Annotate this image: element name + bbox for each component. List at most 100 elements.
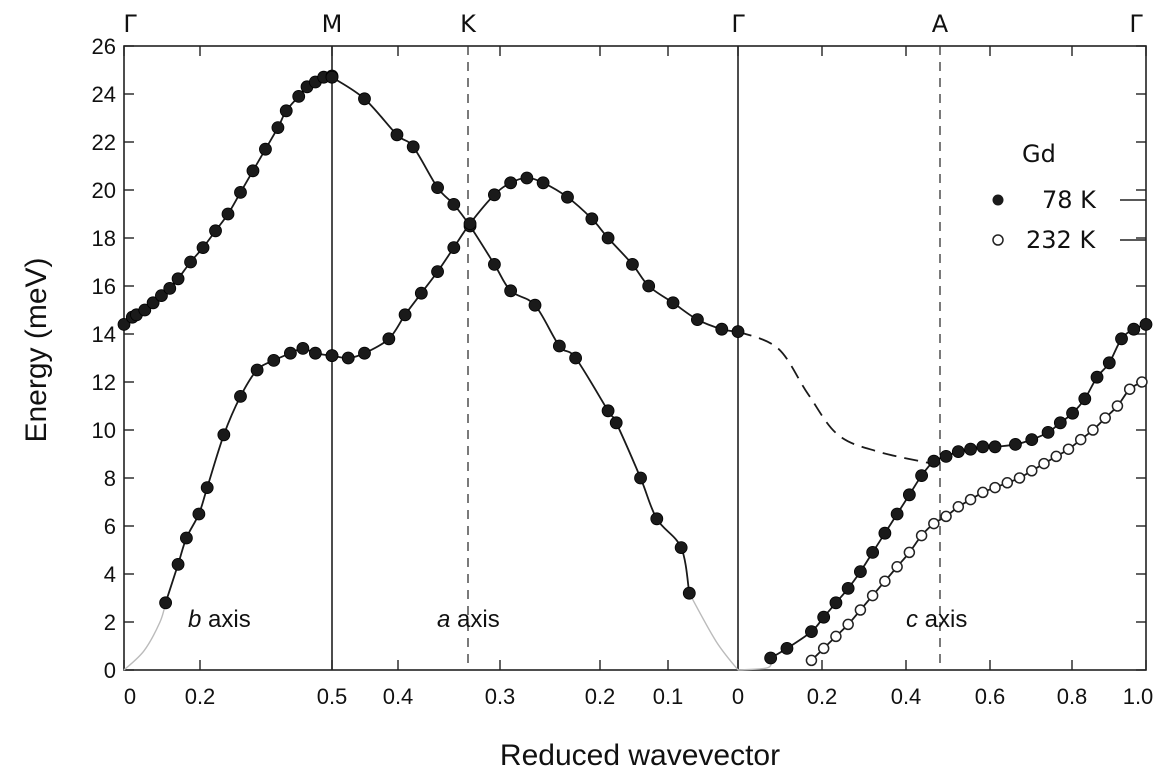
data-point-78k bbox=[159, 596, 173, 610]
fit-curve bbox=[810, 381, 1143, 662]
annotation-b-text: axis bbox=[201, 606, 250, 633]
data-point-78k bbox=[487, 188, 501, 202]
annotation-b-axis: b axis bbox=[188, 606, 251, 633]
data-point-232k bbox=[817, 642, 830, 655]
data-point-78k bbox=[296, 341, 310, 355]
data-point-78k bbox=[715, 322, 729, 336]
data-point-232k bbox=[830, 630, 842, 643]
symmetry-point-label: Γ bbox=[731, 10, 745, 38]
data-point-78k bbox=[1115, 332, 1128, 346]
data-point-78k bbox=[1025, 433, 1039, 447]
data-point-78k bbox=[358, 346, 371, 360]
legend-marker-78k bbox=[992, 194, 1004, 206]
x-tick-label: 1.0 bbox=[1123, 684, 1154, 709]
data-point-78k bbox=[927, 454, 941, 468]
data-point-232k bbox=[1087, 424, 1099, 436]
data-point-232k bbox=[903, 546, 916, 559]
data-point-78k bbox=[817, 610, 831, 624]
annotation-c-text: axis bbox=[918, 606, 967, 633]
plot-frame-layer bbox=[123, 45, 1147, 671]
x-tick-label: 0.2 bbox=[185, 684, 216, 709]
data-point-78k bbox=[1053, 416, 1067, 430]
data-point-78k bbox=[866, 546, 880, 559]
data-point-78k bbox=[780, 642, 794, 655]
y-tick-label: 14 bbox=[92, 322, 116, 347]
data-point-78k bbox=[504, 176, 518, 190]
data-point-78k bbox=[1041, 425, 1055, 439]
data-point-232k bbox=[1074, 433, 1087, 446]
data-point-78k bbox=[184, 255, 197, 269]
faint-extension-b bbox=[123, 602, 167, 671]
fit-curve bbox=[331, 177, 739, 359]
data-point-78k bbox=[988, 440, 1002, 454]
data-point-78k bbox=[292, 90, 306, 103]
data-point-78k bbox=[569, 351, 582, 365]
data-point-78k bbox=[279, 104, 293, 118]
data-point-78k bbox=[146, 296, 160, 310]
data-point-232k bbox=[1001, 477, 1014, 489]
fitted-curves bbox=[123, 75, 1147, 671]
data-point-78k bbox=[246, 164, 260, 178]
annotation-c-axis: c axis bbox=[906, 606, 967, 633]
y-tick-label: 18 bbox=[92, 226, 116, 251]
x-tick-label: 0.2 bbox=[807, 684, 838, 709]
dashed-extrapolation bbox=[737, 330, 933, 465]
x-tick-label: 0.8 bbox=[1057, 684, 1088, 709]
data-point-232k bbox=[1050, 450, 1062, 463]
data-point-78k bbox=[250, 363, 264, 377]
fit-curve bbox=[123, 75, 333, 326]
data-point-78k bbox=[536, 176, 550, 190]
data-point-78k bbox=[171, 272, 185, 286]
legend-label-232k: 232 K bbox=[1026, 226, 1096, 254]
data-point-232k bbox=[1111, 400, 1124, 412]
legend-label-78k: 78 K bbox=[1042, 186, 1097, 214]
data-point-232k bbox=[1026, 465, 1038, 477]
data-point-78k bbox=[341, 351, 355, 365]
data-point-78k bbox=[447, 197, 461, 211]
x-tick-label: 0.5 bbox=[317, 684, 348, 709]
data-point-78k bbox=[325, 349, 339, 363]
data-point-78k bbox=[964, 442, 977, 456]
data-point-78k bbox=[234, 389, 247, 403]
data-points bbox=[117, 69, 1153, 667]
data-point-78k bbox=[283, 346, 297, 360]
data-point-78k bbox=[915, 469, 928, 483]
x-tick-label: 0 bbox=[124, 684, 136, 709]
data-point-78k bbox=[890, 507, 904, 521]
annotation-a-text: axis bbox=[450, 606, 499, 633]
data-point-78k bbox=[271, 121, 285, 134]
symmetry-point-label: K bbox=[460, 10, 477, 38]
y-tick-label: 2 bbox=[104, 610, 116, 635]
data-point-232k bbox=[964, 493, 977, 506]
data-point-78k bbox=[1127, 322, 1141, 336]
data-point-78k bbox=[1078, 392, 1092, 406]
data-point-78k bbox=[308, 346, 322, 360]
vertical-separators bbox=[331, 46, 941, 670]
plot-border bbox=[123, 45, 1147, 671]
data-point-232k bbox=[915, 529, 928, 542]
data-point-78k bbox=[731, 325, 745, 339]
data-point-78k bbox=[764, 651, 778, 665]
data-point-78k bbox=[1139, 317, 1153, 331]
data-point-78k bbox=[626, 257, 639, 271]
x-axis-label: Reduced wavevector bbox=[500, 739, 780, 772]
data-point-78k bbox=[609, 416, 623, 430]
data-point-78k bbox=[841, 582, 855, 595]
symmetry-point-label: M bbox=[322, 10, 343, 38]
y-tick-label: 8 bbox=[104, 466, 116, 491]
data-point-78k bbox=[209, 224, 222, 238]
data-point-232k bbox=[940, 510, 952, 523]
symmetry-point-label: Γ bbox=[123, 10, 137, 38]
data-point-78k bbox=[414, 286, 428, 300]
data-point-78k bbox=[196, 241, 210, 255]
data-point-78k bbox=[878, 526, 892, 540]
data-point-78k bbox=[528, 298, 542, 312]
y-tick-label: 12 bbox=[92, 370, 116, 395]
data-point-78k bbox=[682, 586, 696, 600]
data-point-232k bbox=[977, 486, 989, 499]
data-point-78k bbox=[829, 596, 843, 610]
x-tick-label: 0.3 bbox=[485, 684, 516, 709]
y-axis-label: Energy (meV) bbox=[20, 257, 53, 442]
